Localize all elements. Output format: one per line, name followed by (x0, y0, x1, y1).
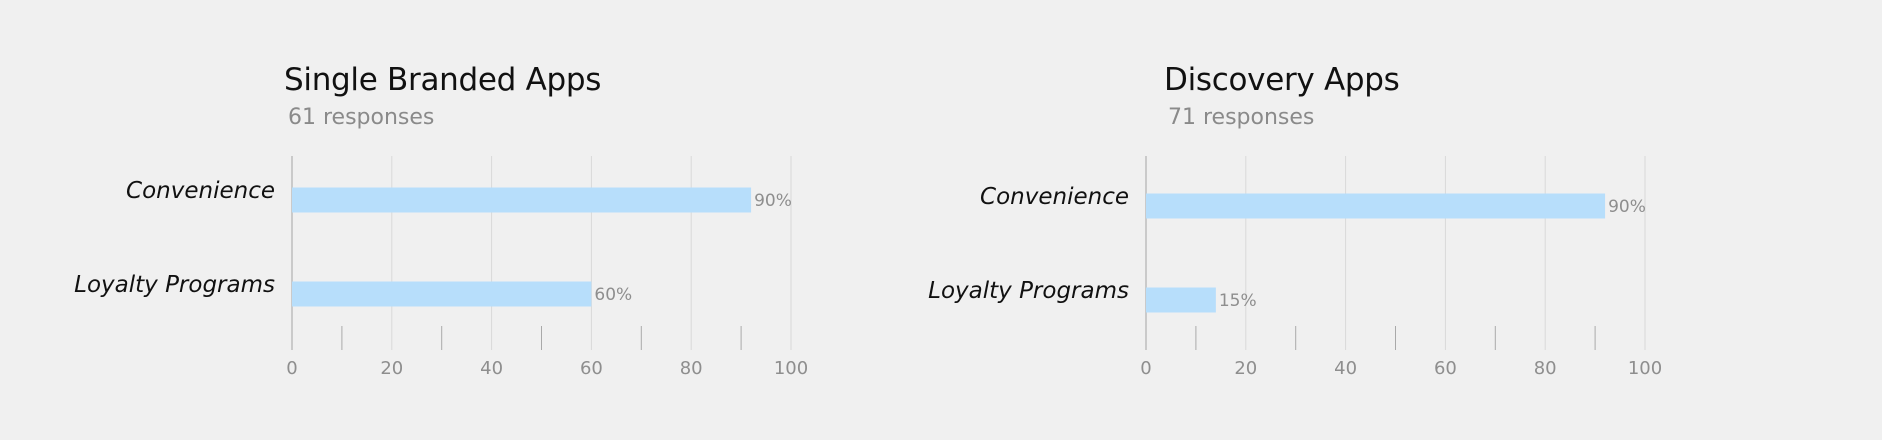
x-tick-label: 0 (286, 358, 297, 379)
bar (292, 281, 592, 307)
bar-chart-discovery-apps: 0 20 40 60 80 100 Convenience 90% Loyalty Progra… (928, 156, 1662, 379)
chart-panel-discovery-apps: Discovery Apps 71 responses 0 20 40 60 80 100… (928, 0, 1882, 440)
x-tick-label: 20 (1234, 358, 1257, 379)
bar (292, 187, 752, 213)
bar-value-label: 90% (1608, 197, 1646, 217)
chart-subtitle: 61 responses (288, 105, 435, 130)
chart-panel-single-branded-apps: Single Branded Apps 61 responses 0 20 40 60… (0, 0, 930, 440)
x-tick-label: 60 (1434, 358, 1457, 379)
x-tick-label: 20 (380, 358, 403, 379)
bar-value-label: 60% (594, 285, 632, 305)
x-tick-label: 40 (1334, 358, 1357, 379)
x-tick-label: 100 (1628, 358, 1662, 379)
chart-title: Single Branded Apps (284, 62, 602, 98)
bar-value-label: 90% (754, 191, 792, 211)
x-tick-label: 40 (480, 358, 503, 379)
x-tick-label: 80 (680, 358, 703, 379)
x-tick-label: 0 (1140, 358, 1151, 379)
chart-title: Discovery Apps (1164, 62, 1400, 98)
category-label: Convenience (980, 184, 1129, 210)
bar-chart-single-branded-apps: 0 20 40 60 80 100 Convenience 90% Loyalty Progra… (74, 156, 808, 379)
category-label: Convenience (126, 178, 275, 204)
category-label: Loyalty Programs (74, 272, 275, 298)
chart-subtitle: 71 responses (1168, 105, 1315, 130)
x-tick-label: 80 (1534, 358, 1557, 379)
bar (1146, 287, 1216, 313)
x-tick-label: 100 (774, 358, 808, 379)
category-label: Loyalty Programs (928, 278, 1129, 304)
bar-value-label: 15% (1219, 291, 1257, 311)
bar (1146, 193, 1606, 219)
x-tick-label: 60 (580, 358, 603, 379)
